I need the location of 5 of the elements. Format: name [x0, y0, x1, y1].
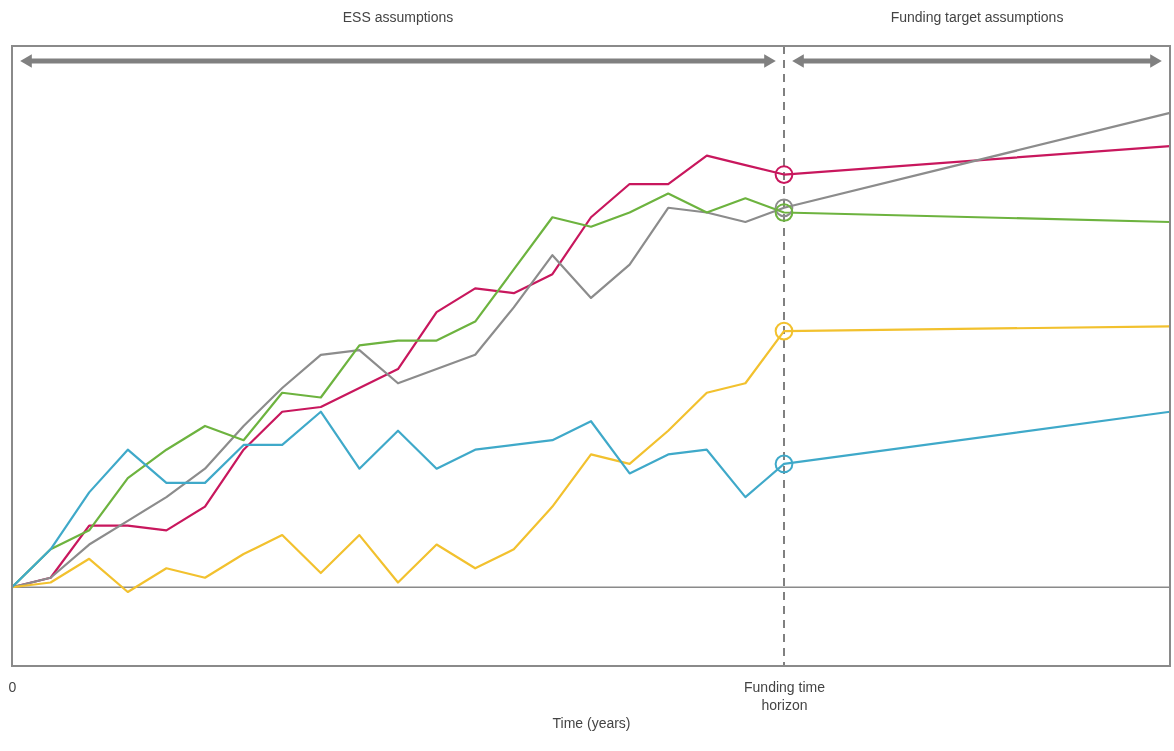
x-tick-label: 0: [8, 678, 17, 695]
text: ESS assumptions: [342, 9, 454, 25]
x-axis-title: Time (years): [552, 714, 631, 731]
x-tick-label: Funding time horizon: [744, 678, 826, 713]
text: Funding target assumptions: [890, 9, 1064, 25]
